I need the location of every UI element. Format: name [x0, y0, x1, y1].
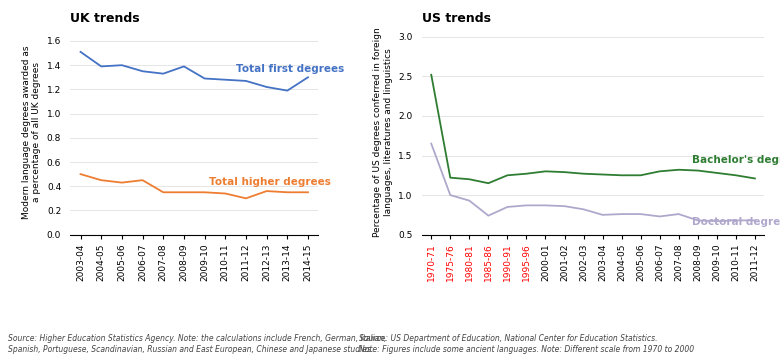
- Text: Total higher degrees: Total higher degrees: [209, 177, 331, 187]
- Text: Source: Higher Education Statistics Agency. Note: the calculations include Frenc: Source: Higher Education Statistics Agen…: [8, 334, 386, 354]
- Y-axis label: Modern language degrees awarded as
a percentage of all UK degrees: Modern language degrees awarded as a per…: [22, 45, 41, 218]
- Text: Doctoral degree: Doctoral degree: [692, 217, 780, 227]
- Text: Total first degrees: Total first degrees: [236, 65, 344, 74]
- Text: US trends: US trends: [422, 12, 491, 25]
- Text: Bachelor's degree: Bachelor's degree: [692, 155, 780, 165]
- Text: UK trends: UK trends: [70, 12, 140, 25]
- Y-axis label: Percentage of US degrees conferred in foreign
languages, literatures and linguis: Percentage of US degrees conferred in fo…: [374, 27, 393, 237]
- Text: Source: US Department of Education, National Center for Education Statistics.
No: Source: US Department of Education, Nati…: [359, 334, 694, 354]
